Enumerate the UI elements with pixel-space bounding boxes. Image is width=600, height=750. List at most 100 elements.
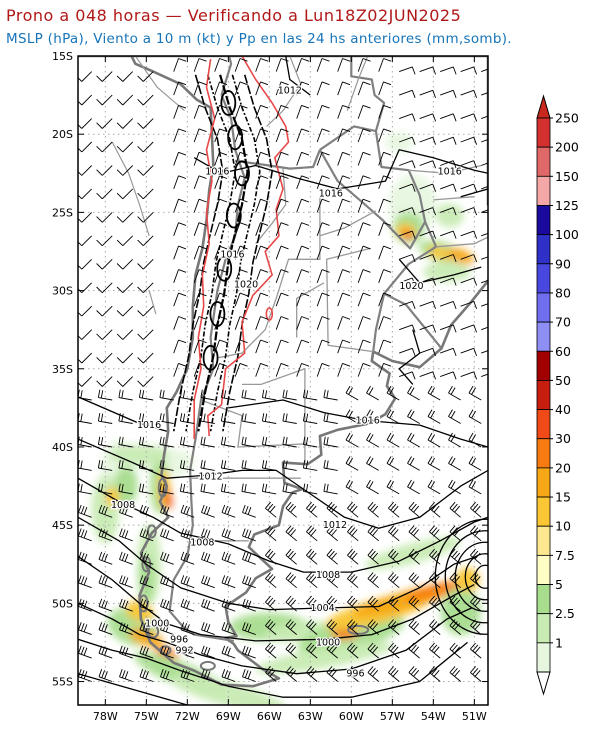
lat-label: 50S [52, 597, 73, 610]
wind-barb [429, 642, 441, 659]
wind-barb [116, 376, 134, 387]
isobar-line [228, 399, 488, 448]
wind-barb [179, 389, 195, 401]
wind-barb [242, 551, 256, 565]
wind-barb [137, 188, 154, 200]
wind-barb [116, 212, 134, 223]
wind-barb [200, 413, 215, 424]
country-border [383, 221, 443, 350]
wind-barb [214, 222, 228, 236]
wind-barb [255, 58, 269, 72]
wind-barb [448, 409, 461, 424]
lon-label: 54W [421, 710, 446, 723]
wind-barb [78, 94, 93, 106]
wind-barb [275, 292, 289, 307]
precip-blob [385, 132, 414, 153]
wind-barb [429, 595, 441, 612]
malvinas-outline [347, 624, 370, 635]
wind-barb [460, 254, 478, 263]
wind-barb [357, 151, 371, 166]
wind-barb [242, 504, 256, 518]
wind-barb [399, 113, 416, 122]
wind-barb [347, 525, 359, 542]
wind-barb [118, 460, 133, 471]
wind-barb [116, 71, 134, 82]
wind-barb [408, 619, 420, 635]
wind-barb [345, 479, 359, 495]
isobar-label: 1000 [316, 637, 340, 648]
wind-barb [316, 198, 330, 213]
wind-barb [173, 222, 187, 236]
lat-label: 35S [52, 363, 73, 376]
legend-label: 2.5 [555, 606, 575, 621]
wind-barb [119, 622, 133, 636]
wind-barb [296, 128, 310, 143]
precip-blob [255, 642, 393, 674]
wind-barb [357, 175, 371, 190]
isobar-label: 1020 [399, 281, 423, 292]
wind-barb [419, 254, 437, 263]
precip-blob [405, 234, 412, 241]
wind-barb [302, 389, 318, 401]
wind-barb [399, 183, 416, 192]
wind-barb [429, 572, 441, 589]
wind-barb [275, 81, 289, 96]
wind-barb [388, 501, 400, 518]
wind-barb [440, 324, 457, 333]
wind-barb [449, 548, 461, 565]
wind-barb [116, 329, 134, 340]
wind-barb [96, 118, 113, 129]
wind-barb [337, 175, 351, 190]
wind-barb [275, 175, 289, 190]
wind-barb [118, 413, 133, 424]
wind-barb [173, 151, 187, 166]
wind-barb [138, 436, 154, 448]
wind-barb [407, 409, 420, 424]
wind-barb [427, 409, 441, 424]
wind-barb [378, 222, 392, 236]
wind-barb [306, 666, 318, 682]
wind-barb [265, 666, 277, 682]
topo-closed-contour [216, 255, 233, 282]
wind-barb [180, 622, 195, 636]
isobar-line [78, 396, 167, 432]
wind-barb [282, 436, 297, 448]
red-isobar-closed [265, 307, 274, 321]
wind-barb [173, 198, 187, 213]
wind-barb [221, 551, 236, 565]
wind-barb [179, 413, 195, 424]
wind-barb [234, 222, 248, 236]
wind-barb [399, 89, 416, 98]
wind-barb [255, 362, 269, 377]
wind-barb [98, 551, 113, 565]
map-frame [77, 55, 489, 706]
wind-barb [419, 347, 437, 357]
wind-barb [357, 362, 371, 377]
wind-barb [241, 413, 256, 424]
wind-barb [378, 58, 392, 72]
wind-barb [345, 409, 359, 424]
lon-label: 75W [134, 710, 159, 723]
wind-barb [234, 316, 248, 330]
wind-barb [201, 504, 215, 518]
wind-barb [138, 460, 154, 471]
wind-barb [116, 94, 134, 106]
wind-barb [119, 645, 133, 659]
wind-barb [78, 329, 93, 340]
legend-swatch [536, 175, 551, 206]
wind-barb [306, 595, 318, 612]
wind-barb [78, 305, 93, 317]
wind-barb [449, 572, 461, 589]
island-outline [147, 624, 160, 639]
wind-barb [357, 128, 371, 143]
wind-barb [448, 456, 461, 471]
wind-barb [440, 160, 457, 169]
isobar-label: 1016 [137, 420, 161, 431]
wind-barb [173, 104, 187, 119]
wind-barb [214, 362, 228, 377]
wind-barb [193, 245, 207, 260]
topo-closed-contour [202, 344, 219, 371]
legend-swatch [536, 350, 551, 381]
isobar-line [398, 258, 482, 284]
wind-barb [255, 175, 269, 190]
